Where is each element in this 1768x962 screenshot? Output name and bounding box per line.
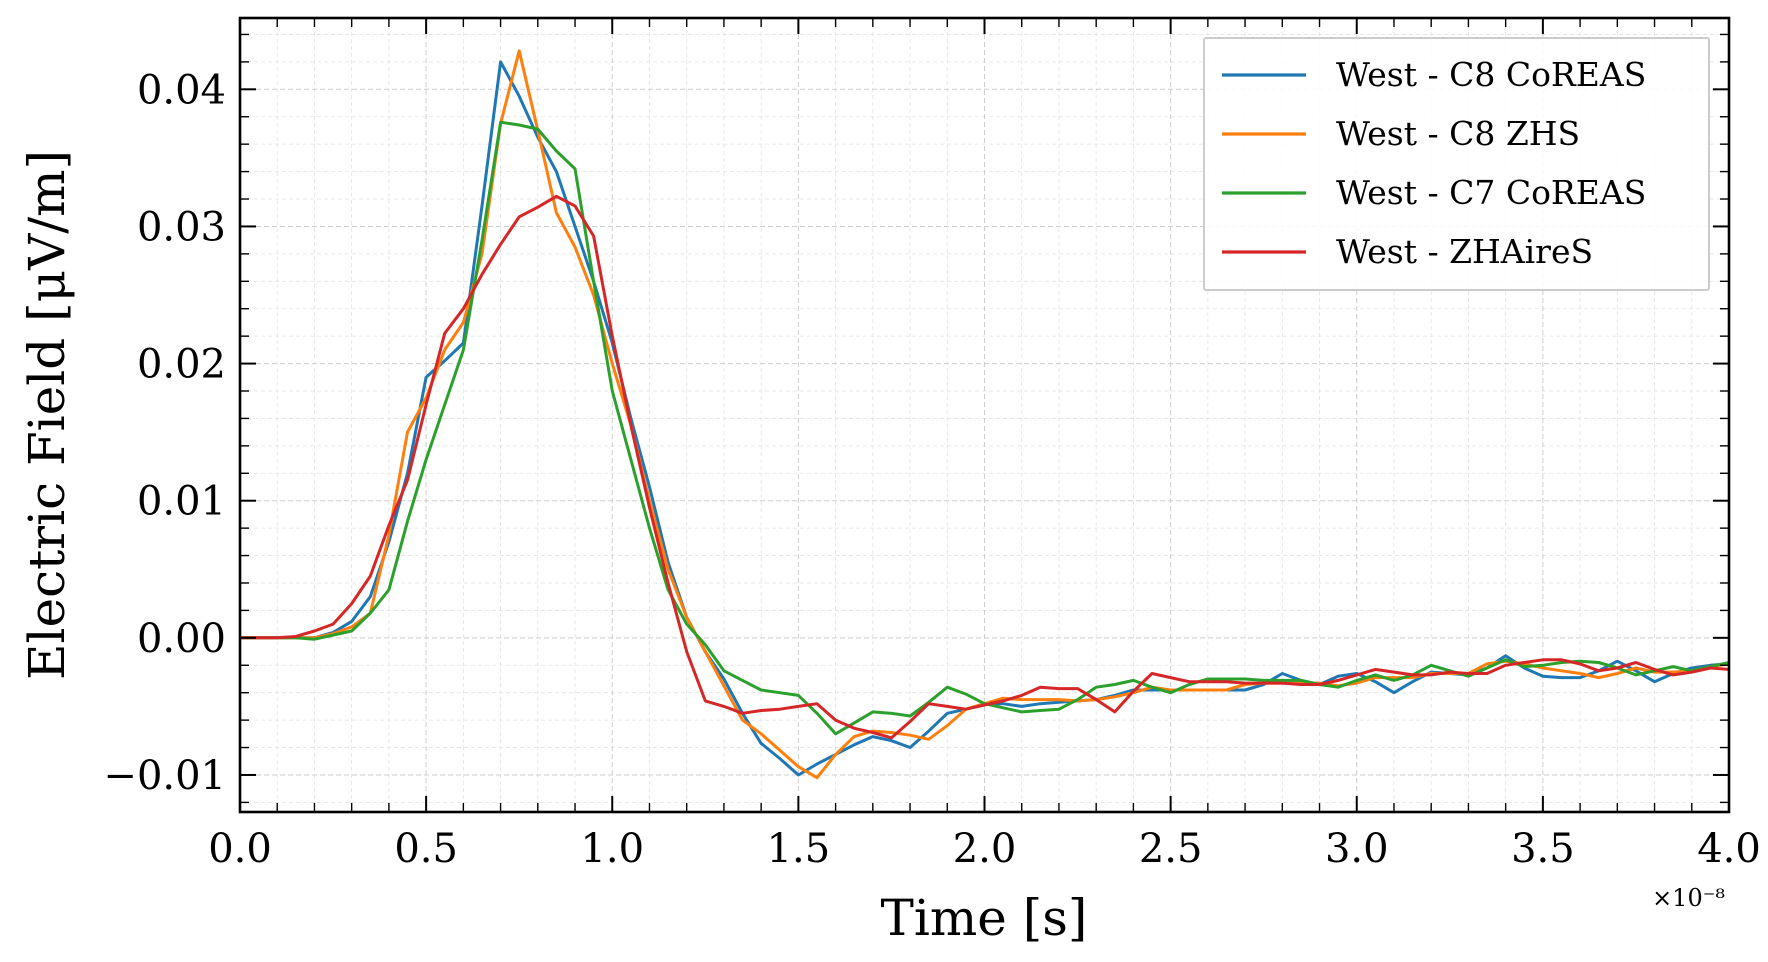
- legend-label-1: West - C8 CoREAS: [1336, 55, 1646, 94]
- x-tick-label: 3.5: [1511, 826, 1575, 872]
- x-tick-label: 1.5: [767, 826, 831, 872]
- y-tick-label: 0.00: [137, 616, 226, 662]
- x-offset-label: ×10⁻⁸: [1652, 884, 1725, 912]
- x-tick-label: 2.5: [1139, 826, 1203, 872]
- legend-label-3: West - C7 CoREAS: [1336, 173, 1646, 212]
- x-tick-label: 0.0: [208, 826, 272, 872]
- x-tick-label: 3.0: [1325, 826, 1389, 872]
- legend-label-2: West - C8 ZHS: [1336, 114, 1580, 153]
- y-tick-labels: −0.01 0.00 0.01 0.02 0.03 0.04: [103, 67, 226, 799]
- x-tick-label: 4.0: [1697, 826, 1761, 872]
- x-tick-label: 0.5: [394, 826, 458, 872]
- x-tick-label: 2.0: [953, 826, 1017, 872]
- y-axis-title: Electric Field [μV/m]: [18, 150, 76, 680]
- tick-marks: [239, 18, 1730, 812]
- legend-label-4: West - ZHAireS: [1336, 232, 1593, 271]
- legend: West - C8 CoREAS West - C8 ZHS West - C7 C…: [1203, 37, 1710, 291]
- x-axis-title: Time [s]: [881, 889, 1088, 947]
- series-lines: [240, 49, 1729, 780]
- y-tick-label: 0.02: [137, 342, 226, 388]
- y-tick-label: 0.03: [137, 204, 226, 250]
- series-line-4: [240, 194, 1729, 740]
- legend-items: West - C8 CoREAS West - C8 ZHS West - C7 C…: [1222, 55, 1646, 271]
- x-tick-labels: 0.0 0.5 1.0 1.5 2.0 2.5 3.0 3.5 4.0: [208, 826, 1761, 872]
- y-tick-label: 0.01: [137, 479, 226, 525]
- legend-box: [1203, 37, 1710, 291]
- y-tick-label: 0.04: [137, 67, 226, 113]
- x-tick-label: 1.0: [580, 826, 644, 872]
- y-tick-label: −0.01: [103, 753, 226, 799]
